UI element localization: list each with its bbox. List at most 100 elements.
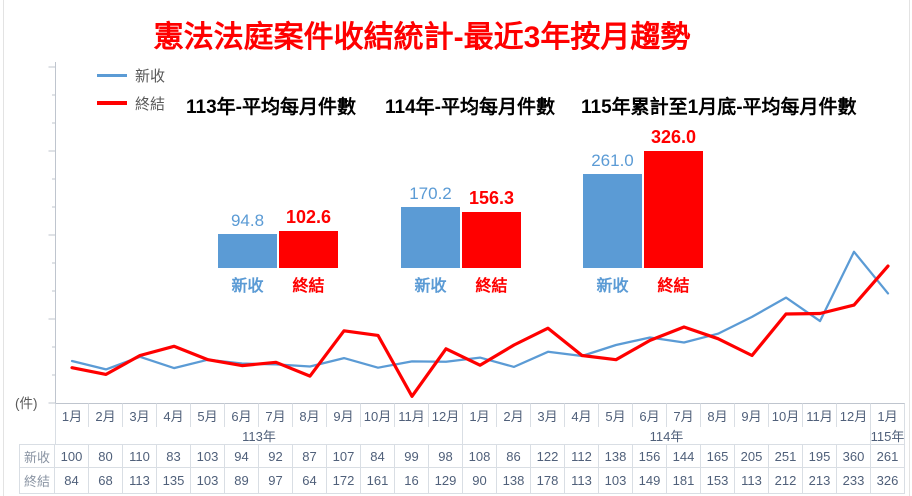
month-label: 3月 [123, 403, 157, 427]
legend-item-concluded: 終結 [97, 89, 165, 117]
value-cell: 113 [565, 468, 599, 494]
value-cell: 100 [55, 444, 89, 468]
row-header-incoming: 新收 [19, 444, 55, 468]
inset-header-113: 113年-平均每月件數 [186, 97, 356, 118]
avg-bar-column: 326.0 終結 [644, 126, 703, 295]
month-label: 8月 [293, 403, 327, 427]
year-label: 115年 [870, 427, 905, 444]
month-label: 2月 [497, 403, 531, 427]
inset-group: 170.2 新收 156.3 終結 [401, 183, 521, 295]
year-label: 114年 [463, 427, 871, 444]
month-label: 1月 [55, 403, 89, 427]
value-cell: 251 [769, 444, 803, 468]
year-label: 113年 [55, 427, 463, 444]
page-title: 憲法法庭案件收結統計-最近3年按月趨勢 [153, 21, 691, 54]
value-cell: 84 [55, 468, 89, 494]
value-cell: 110 [123, 444, 157, 468]
avg-bar-label: 終結 [292, 278, 325, 295]
legend-line-swatch-incoming [97, 73, 127, 77]
chart-legend: 新收 終結 [97, 61, 165, 117]
trend-line-incoming [70, 250, 890, 371]
value-cell: 103 [599, 468, 633, 494]
value-cell: 64 [293, 468, 327, 494]
table-corner [19, 403, 55, 427]
avg-bar-rect [583, 174, 642, 268]
month-label: 10月 [361, 403, 395, 427]
avg-bar-column: 94.8 新收 [218, 211, 277, 295]
avg-bar-rect [462, 211, 521, 268]
value-cell: 326 [871, 468, 905, 494]
value-cell: 122 [531, 444, 565, 468]
avg-bar-rect [279, 231, 338, 268]
value-cell: 90 [463, 468, 497, 494]
value-cell: 156 [633, 444, 667, 468]
month-label: 3月 [531, 403, 565, 427]
inset-header-114: 114年-平均每月件數 [385, 97, 555, 118]
value-cell: 80 [89, 444, 123, 468]
value-cell: 261 [871, 444, 905, 468]
avg-bar-label: 新收 [414, 278, 447, 295]
value-cell: 212 [769, 468, 803, 494]
avg-bar-value: 102.6 [285, 207, 332, 228]
value-cell: 233 [837, 468, 871, 494]
value-cell: 178 [531, 468, 565, 494]
month-label: 6月 [225, 403, 259, 427]
value-cell: 205 [735, 444, 769, 468]
month-label: 11月 [395, 403, 429, 427]
avg-bar-rect [644, 150, 703, 268]
value-cell: 161 [361, 468, 395, 494]
avg-bar-column: 261.0 新收 [583, 151, 642, 295]
legend-line-swatch-concluded [97, 101, 127, 105]
value-cell: 83 [157, 444, 191, 468]
month-label: 1月 [871, 403, 905, 427]
value-cell: 129 [429, 468, 463, 494]
value-cell: 87 [293, 444, 327, 468]
avg-bar-column: 102.6 終結 [279, 207, 338, 295]
value-cell: 68 [89, 468, 123, 494]
value-cell: 103 [191, 468, 225, 494]
avg-bar-value: 326.0 [650, 126, 697, 147]
avg-bar-value: 156.3 [468, 187, 515, 208]
month-label: 6月 [633, 403, 667, 427]
avg-bar-label: 終結 [475, 278, 508, 295]
month-label: 12月 [837, 403, 871, 427]
value-cell: 99 [395, 444, 429, 468]
value-cell: 103 [191, 444, 225, 468]
value-cell: 153 [701, 468, 735, 494]
month-label: 9月 [735, 403, 769, 427]
month-label: 11月 [803, 403, 837, 427]
inset-group: 94.8 新收 102.6 終結 [218, 207, 338, 295]
value-cell: 181 [667, 468, 701, 494]
inset-group: 261.0 新收 326.0 終結 [583, 126, 703, 295]
month-label: 7月 [667, 403, 701, 427]
value-cell: 165 [701, 444, 735, 468]
y-axis-unit-label: (件) [15, 396, 38, 411]
value-cell: 84 [361, 444, 395, 468]
value-cell: 113 [735, 468, 769, 494]
legend-label-concluded: 終結 [135, 95, 166, 113]
row-header-concluded: 終結 [19, 468, 55, 494]
value-cell: 112 [565, 444, 599, 468]
value-cell: 149 [633, 468, 667, 494]
month-label: 5月 [599, 403, 633, 427]
left-edge-line [3, 0, 4, 496]
value-cell: 89 [225, 468, 259, 494]
legend-label-incoming: 新收 [135, 67, 166, 85]
avg-bar-column: 170.2 新收 [401, 183, 460, 295]
value-cell: 138 [497, 468, 531, 494]
month-label: 7月 [259, 403, 293, 427]
value-cell: 213 [803, 468, 837, 494]
year-row-spacer [19, 427, 55, 444]
value-cell: 92 [259, 444, 293, 468]
value-cell: 16 [395, 468, 429, 494]
month-label: 8月 [701, 403, 735, 427]
inset-header-115: 115年累計至1月底-平均每月件數 [581, 97, 857, 118]
value-cell: 195 [803, 444, 837, 468]
value-cell: 108 [463, 444, 497, 468]
month-label: 12月 [429, 403, 463, 427]
value-cell: 360 [837, 444, 871, 468]
avg-bar-value: 170.2 [409, 183, 452, 203]
avg-bar-rect [401, 206, 460, 268]
